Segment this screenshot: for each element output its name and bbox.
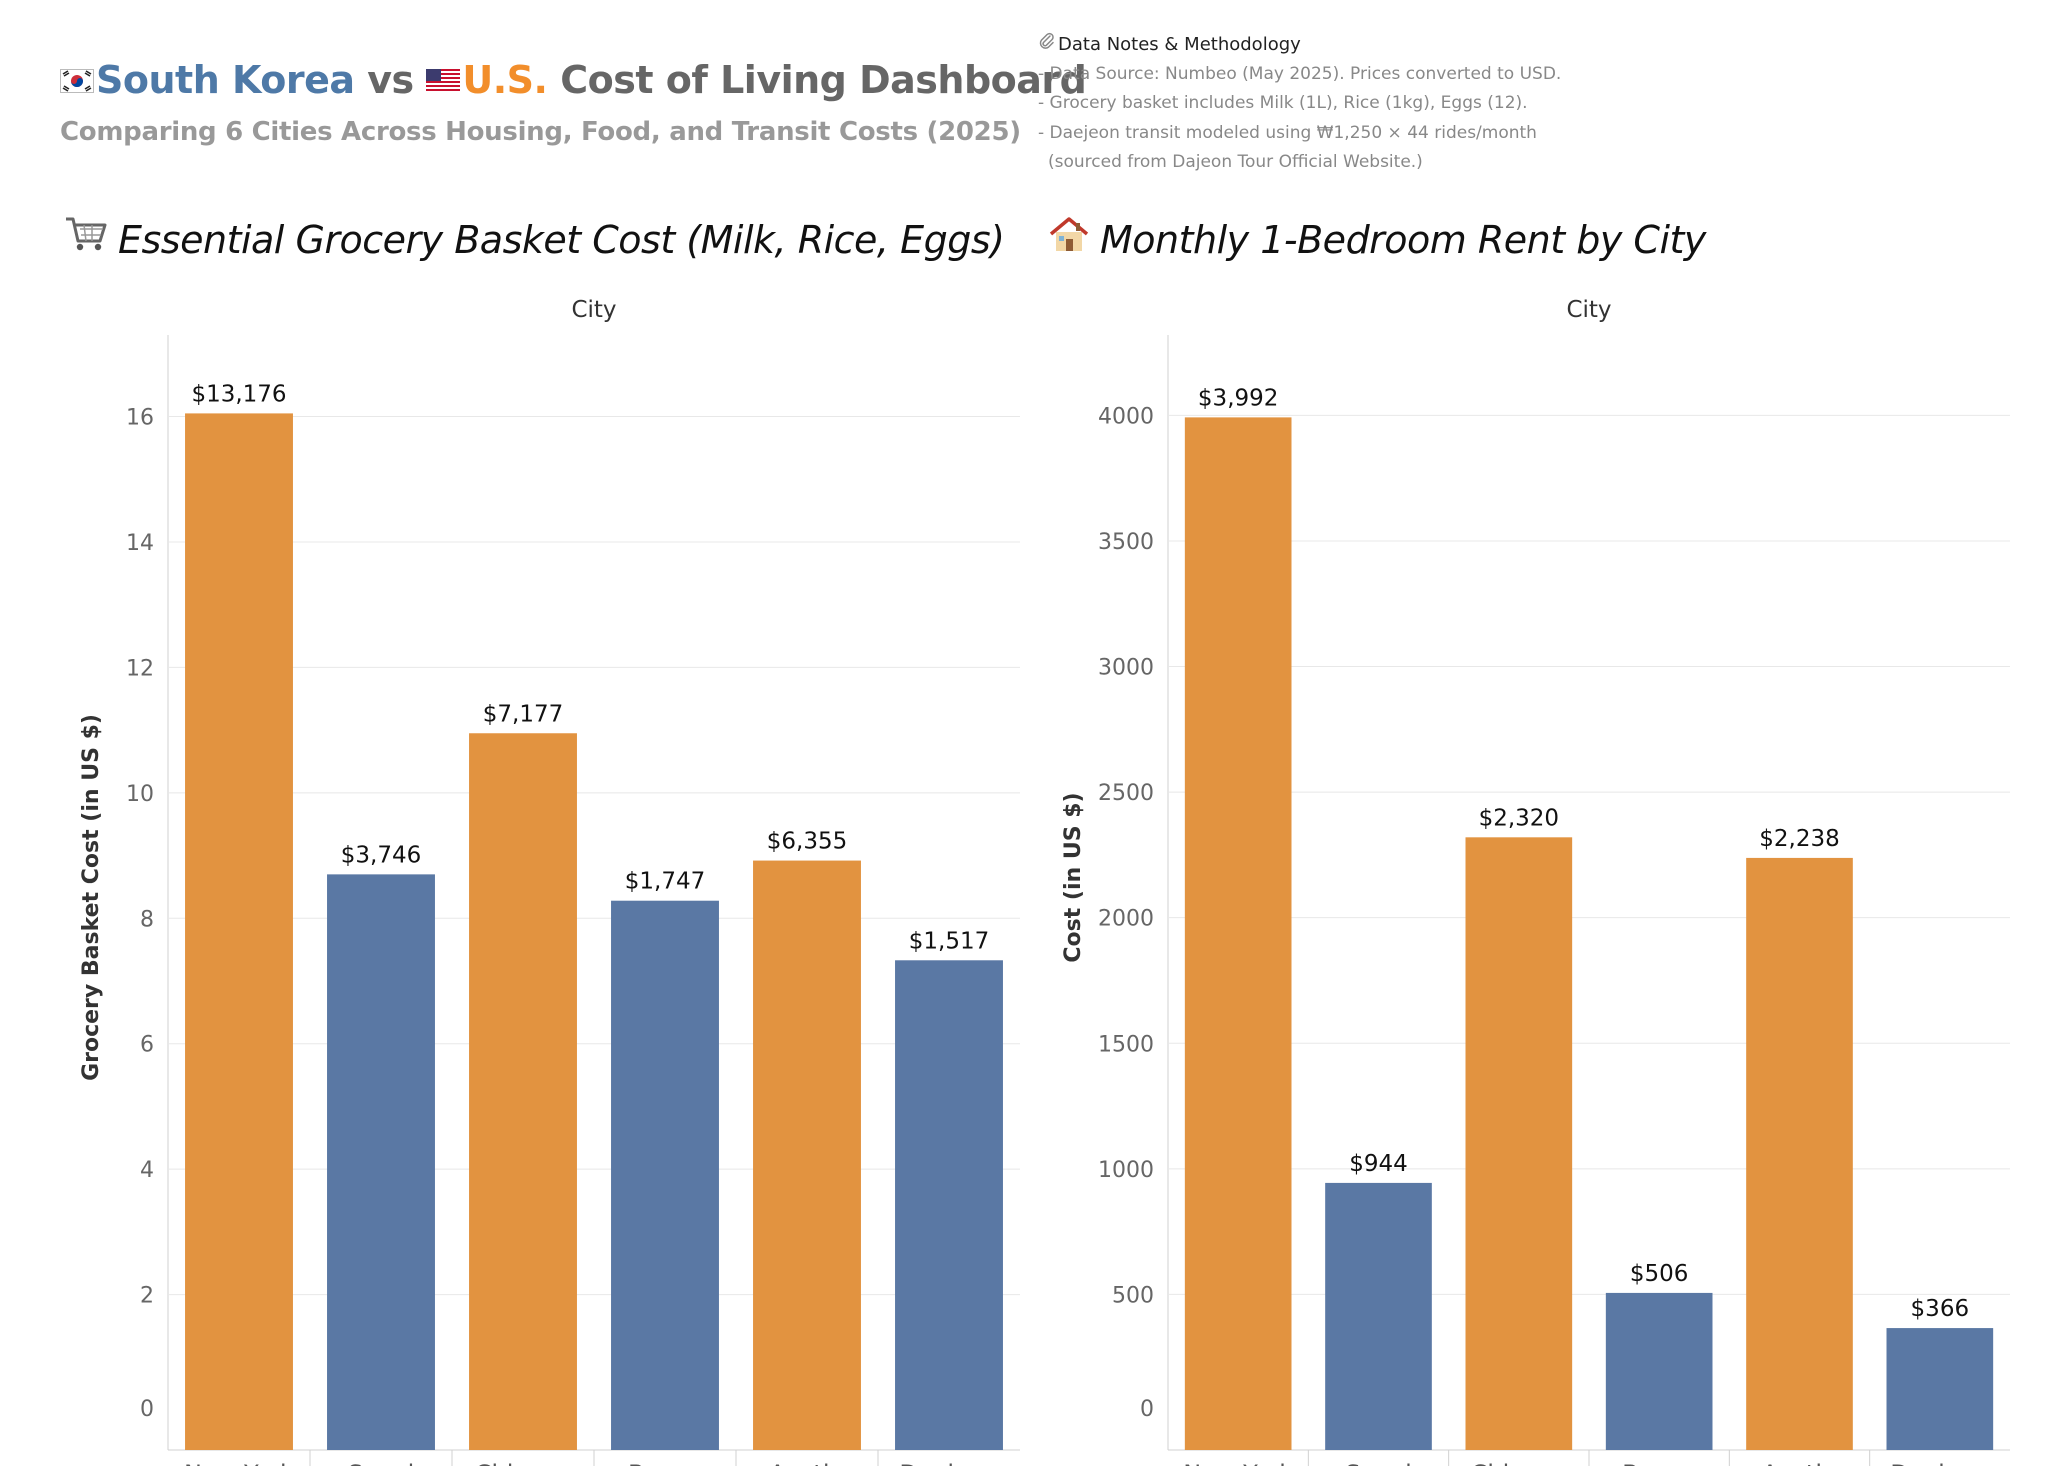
title-korea: South Korea [96,58,355,102]
bar-austin[interactable] [1746,857,1853,1450]
y-tick-label: 1000 [1098,1158,1154,1183]
data-label: $944 [1349,1151,1408,1177]
bar-new-york[interactable] [1184,417,1292,1450]
bar-chicago[interactable] [1465,837,1573,1450]
y-tick-label: 4 [140,1158,154,1183]
bar-daejeon[interactable] [1886,1328,1994,1450]
y-tick-label: 1500 [1098,1032,1154,1057]
category-label: New York [1183,1460,1293,1466]
notes-line-3: - Daejeon transit modeled using ₩1,250 ×… [1038,122,1537,143]
data-label: $3,992 [1198,385,1278,411]
rent-bar-chart: City 0 500 1000 1500 2000 2500 3000 3500 4000 Cost… [1061,297,2010,1466]
category-label: Austin [1762,1460,1837,1466]
grocery-chart-title: Essential Grocery Basket Cost (Milk, Ric… [64,215,1005,266]
data-label: $13,176 [191,381,286,407]
notes-line-2: - Grocery basket includes Milk (1L), Ric… [1038,93,1528,113]
grocery-chart-title-text: Essential Grocery Basket Cost (Milk, Ric… [118,218,1005,262]
data-label: $2,238 [1759,826,1839,852]
notes-line-4: (sourced from Dajeon Tour Official Websi… [1048,152,1423,172]
y-tick-label: 0 [1140,1397,1154,1422]
data-label: $6,355 [767,829,847,855]
category-label: Seoul [1345,1460,1412,1466]
bar-seoul[interactable] [1325,1182,1432,1450]
bar-chicago[interactable] [469,733,577,1450]
category-label: Busan [628,1460,702,1466]
notes-line-1: - Data Source: Numbeo (May 2025). Prices… [1038,63,1562,84]
category-label: Daejeon [899,1460,998,1466]
y-axis-title: Cost (in US $) [1061,792,1086,962]
category-label: New York [184,1460,294,1466]
category-label: Chicago [1471,1460,1567,1466]
rent-chart-title: Monthly 1-Bedroom Rent by City [1048,215,1706,266]
house-icon [1048,215,1090,262]
y-tick-label: 3500 [1098,530,1154,555]
y-tick-label: 8 [140,907,154,932]
category-label: Daejeon [1890,1460,1989,1466]
notes-heading-row: Data Notes & Methodology [1038,30,1658,60]
bar-daejeon[interactable] [895,960,1003,1450]
dashboard-subtitle: Comparing 6 Cities Across Housing, Food,… [60,116,1021,147]
data-label: $366 [1911,1296,1970,1322]
y-tick-label: 2 [140,1284,154,1309]
category-label: Austin [769,1460,844,1466]
bar-new-york[interactable] [185,413,293,1450]
data-label: $3,746 [341,842,421,868]
data-label: $1,747 [625,869,705,895]
shopping-cart-icon [64,215,108,262]
title-us: U.S. [462,58,548,102]
bar-busan[interactable] [611,900,719,1450]
x-axis-title: City [571,297,616,323]
grocery-bar-chart: City 0 2 4 6 8 10 12 14 16 Grocery Basket Cost (in… [79,297,1020,1466]
y-tick-label: 3000 [1098,656,1154,681]
y-tick-label: 16 [126,406,154,431]
y-tick-label: 14 [126,531,154,556]
rent-chart-title-text: Monthly 1-Bedroom Rent by City [1100,218,1706,262]
x-axis-title: City [1566,297,1611,323]
dashboard-title: South Korea vs U.S. Cost of Living Dashb… [60,58,1087,105]
data-label: $7,177 [483,701,563,727]
category-label: Chicago [475,1460,571,1466]
notes-heading: Data Notes & Methodology [1058,34,1301,55]
data-label: $1,517 [909,928,989,954]
y-tick-label: 2000 [1098,907,1154,932]
y-tick-label: 4000 [1098,404,1154,429]
y-tick-label: 2500 [1098,781,1154,806]
y-tick-label: 12 [126,656,154,681]
south-korea-flag-icon [60,58,94,102]
y-tick-label: 0 [140,1397,154,1422]
y-axis-title: Grocery Basket Cost (in US $) [79,714,104,1081]
bar-busan[interactable] [1605,1292,1713,1450]
data-notes: Data Notes & Methodology - Data Source: … [1038,30,1658,178]
y-tick-label: 500 [1112,1283,1154,1308]
y-tick-label: 6 [140,1033,154,1058]
category-label: Busan [1622,1460,1696,1466]
bar-austin[interactable] [753,860,861,1450]
bar-seoul[interactable] [327,874,435,1450]
y-tick-label: 10 [126,782,154,807]
title-vs: vs [354,58,427,102]
title-rest: Cost of Living Dashboard [547,58,1087,102]
data-label: $2,320 [1479,805,1559,831]
us-flag-icon [426,58,461,102]
paperclip-icon [1038,30,1058,60]
data-label: $506 [1630,1261,1689,1287]
dashboard-header: South Korea vs U.S. Cost of Living Dashb… [60,58,1087,147]
category-label: Seoul [348,1460,415,1466]
